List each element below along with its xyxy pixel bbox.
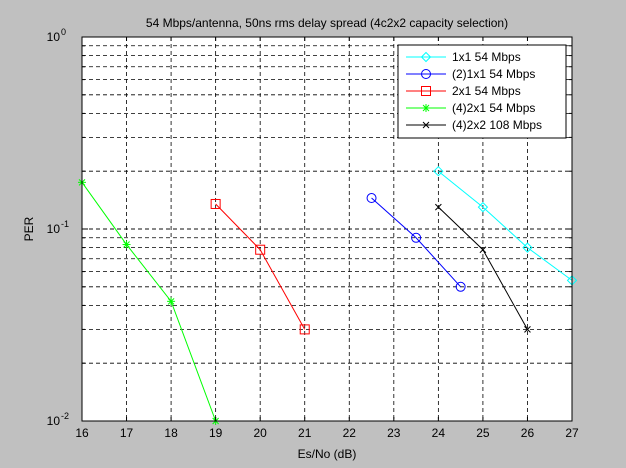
legend: 1x1 54 Mbps (2)1x1 54 Mbps 2x1 54 Mbps (4)2… <box>397 44 567 139</box>
y-tick-exponent: 0 <box>61 27 66 37</box>
legend-entry: (4)2x2 108 Mbps <box>406 118 542 132</box>
marker-stroke <box>524 326 531 333</box>
data-point <box>524 326 531 333</box>
marker-stroke <box>422 121 430 129</box>
marker-stroke <box>123 241 130 248</box>
data-point <box>299 324 310 335</box>
data-point <box>422 121 430 129</box>
marker-stroke <box>479 246 487 254</box>
data-point <box>122 240 131 249</box>
x-tick-label: 24 <box>432 426 446 440</box>
legend-label: 2x1 54 Mbps <box>452 84 521 98</box>
x-tick-label: 16 <box>75 426 89 440</box>
series-line <box>371 197 462 288</box>
data-point <box>366 193 377 204</box>
data-point <box>422 104 430 112</box>
marker-stroke <box>422 104 430 112</box>
y-tick-exponent: -1 <box>61 219 69 229</box>
marker-stroke <box>435 203 442 211</box>
y-tick-label: 10 <box>47 222 61 236</box>
legend-entry: 1x1 54 Mbps <box>406 50 521 64</box>
y-tick-label: 10 <box>47 30 61 44</box>
legend-entry: (4)2x1 54 Mbps <box>406 101 535 115</box>
data-point <box>455 281 466 292</box>
legend-label: 1x1 54 Mbps <box>452 50 521 64</box>
y-axis-label: PER <box>22 216 36 241</box>
legend-label: (2)1x1 54 Mbps <box>452 67 535 81</box>
data-point <box>435 203 442 211</box>
series-1 <box>366 193 466 292</box>
data-point <box>167 297 176 306</box>
data-point <box>477 201 489 213</box>
x-axis-label: Es/No (dB) <box>298 447 357 461</box>
x-tick-label: 23 <box>387 426 401 440</box>
y-tick-label: 10 <box>47 414 61 428</box>
legend-label: (4)2x1 54 Mbps <box>452 101 535 115</box>
y-tick-exponent: -2 <box>61 411 69 421</box>
x-tick-label: 22 <box>343 426 357 440</box>
series-line <box>438 170 573 281</box>
data-point <box>420 51 432 63</box>
x-tick-label: 18 <box>164 426 178 440</box>
data-point <box>433 165 444 177</box>
legend-entry: 2x1 54 Mbps <box>406 84 521 98</box>
data-point <box>421 86 431 96</box>
series-4 <box>435 203 531 333</box>
x-tick-label: 21 <box>298 426 312 440</box>
x-tick-label: 27 <box>565 426 579 440</box>
series-line <box>215 203 306 330</box>
data-point <box>479 246 487 254</box>
x-tick-label: 17 <box>120 426 134 440</box>
x-tick-label: 19 <box>209 426 223 440</box>
x-tick-label: 20 <box>254 426 268 440</box>
legend-entry: (2)1x1 54 Mbps <box>406 67 535 81</box>
chart-title: 54 Mbps/antenna, 50ns rms delay spread (… <box>146 16 508 30</box>
data-point <box>411 232 422 243</box>
marker-stroke <box>167 297 175 305</box>
data-point <box>522 242 533 253</box>
data-point <box>210 198 221 209</box>
series-2 <box>210 198 310 335</box>
series-line <box>81 182 217 422</box>
x-tick-label: 25 <box>476 426 490 440</box>
x-tick-label: 26 <box>521 426 535 440</box>
legend-label: (4)2x2 108 Mbps <box>452 118 542 132</box>
data-point <box>421 69 431 79</box>
data-point <box>255 244 266 255</box>
